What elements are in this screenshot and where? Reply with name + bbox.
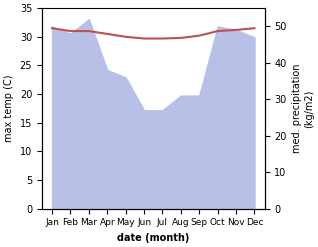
X-axis label: date (month): date (month) <box>117 233 190 243</box>
Y-axis label: med. precipitation
(kg/m2): med. precipitation (kg/m2) <box>292 64 314 153</box>
Y-axis label: max temp (C): max temp (C) <box>4 75 14 142</box>
